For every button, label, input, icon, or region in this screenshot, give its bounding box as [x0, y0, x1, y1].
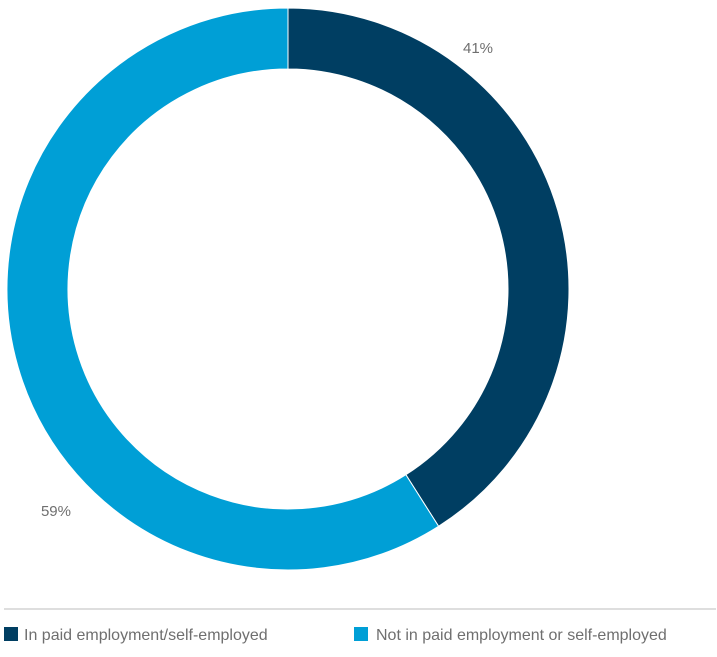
slices-layer	[6, 7, 570, 571]
donut-slice-not-in-paid-employment-or-self-employed	[6, 7, 440, 571]
legend-label-in-paid-employment-self-employed: In paid employment/self-employed	[24, 627, 268, 644]
slice-labels-layer: 41% 59%	[41, 40, 493, 520]
donut-slice-in-paid-employment-self-employed	[287, 7, 570, 527]
slice-label-not-in-paid-employment-or-self-employed: 59%	[41, 503, 71, 520]
legend-label-not-in-paid-employment-or-self-employed: Not in paid employment or self-employed	[376, 627, 667, 644]
slice-label-in-paid-employment-self-employed: 41%	[463, 40, 493, 57]
legend-swatch-in-paid-employment-self-employed	[4, 627, 18, 641]
legend-swatch-not-in-paid-employment-or-self-employed	[354, 627, 368, 641]
legend: In paid employment/self-employed Not in p…	[4, 627, 667, 644]
